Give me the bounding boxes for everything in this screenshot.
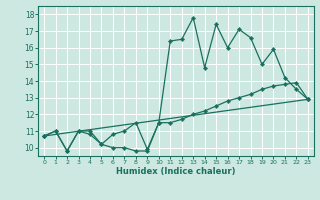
X-axis label: Humidex (Indice chaleur): Humidex (Indice chaleur) (116, 167, 236, 176)
